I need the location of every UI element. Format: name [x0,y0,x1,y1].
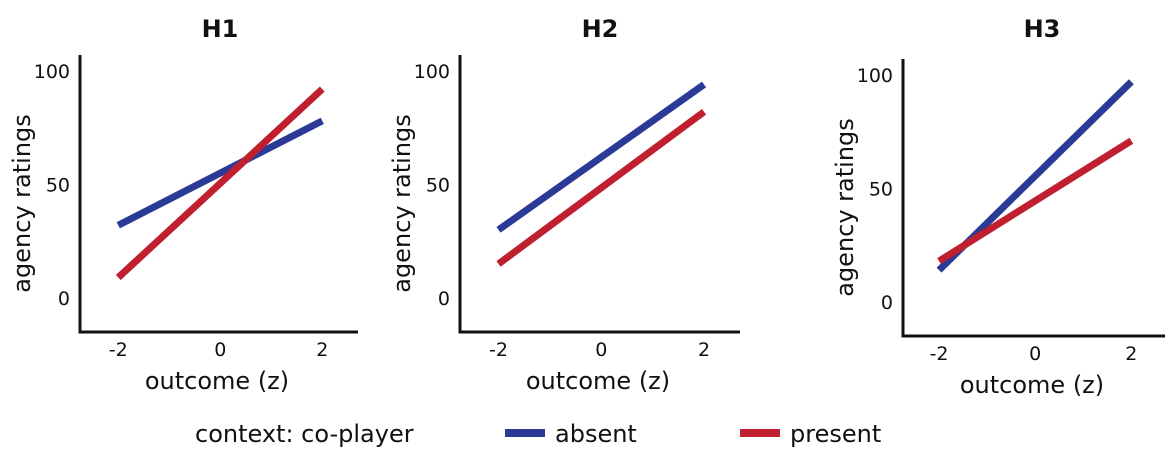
x-axis-label: outcome (z) [526,367,670,395]
legend-title: context: co-player [195,420,414,448]
axes [458,55,740,334]
y-tick-label: 100 [857,65,893,87]
y-tick-label: 100 [414,61,450,83]
y-axis-label: agency ratings [388,114,416,293]
y-tick-label: 50 [869,178,893,200]
x-tick-label: -2 [109,339,128,361]
legend-label: absent [555,420,637,448]
x-tick-label: 2 [698,339,710,361]
y-tick-label: 50 [426,174,450,196]
y-tick-label: 0 [438,288,450,310]
series-line [496,108,707,267]
x-axis-label: outcome (z) [960,371,1104,399]
y-tick-label: 0 [58,288,70,310]
x-tick-label: 0 [214,339,226,361]
x-tick-label: -2 [489,339,508,361]
series-line [115,86,325,281]
series-line [116,117,324,229]
y-tick-label: 0 [881,292,893,314]
legend: context: co-player absent present [195,420,881,448]
x-tick-label: 0 [1029,343,1041,365]
x-tick-label: 2 [1125,343,1137,365]
axes [78,55,358,334]
x-tick-label: 0 [595,339,607,361]
chart-title: H2 [582,15,619,43]
chart-title: H1 [202,15,239,43]
y-tick-label: 100 [34,61,70,83]
chart-title: H3 [1024,15,1061,43]
series-line [937,137,1134,265]
y-axis-label: agency ratings [831,118,859,297]
y-axis-label: agency ratings [8,114,36,293]
x-tick-label: -2 [930,343,949,365]
series-line [496,81,707,233]
axes [901,59,1165,338]
x-tick-label: 2 [316,339,328,361]
legend-label: present [790,420,881,448]
x-axis-label: outcome (z) [145,367,289,395]
y-tick-label: 50 [46,174,70,196]
